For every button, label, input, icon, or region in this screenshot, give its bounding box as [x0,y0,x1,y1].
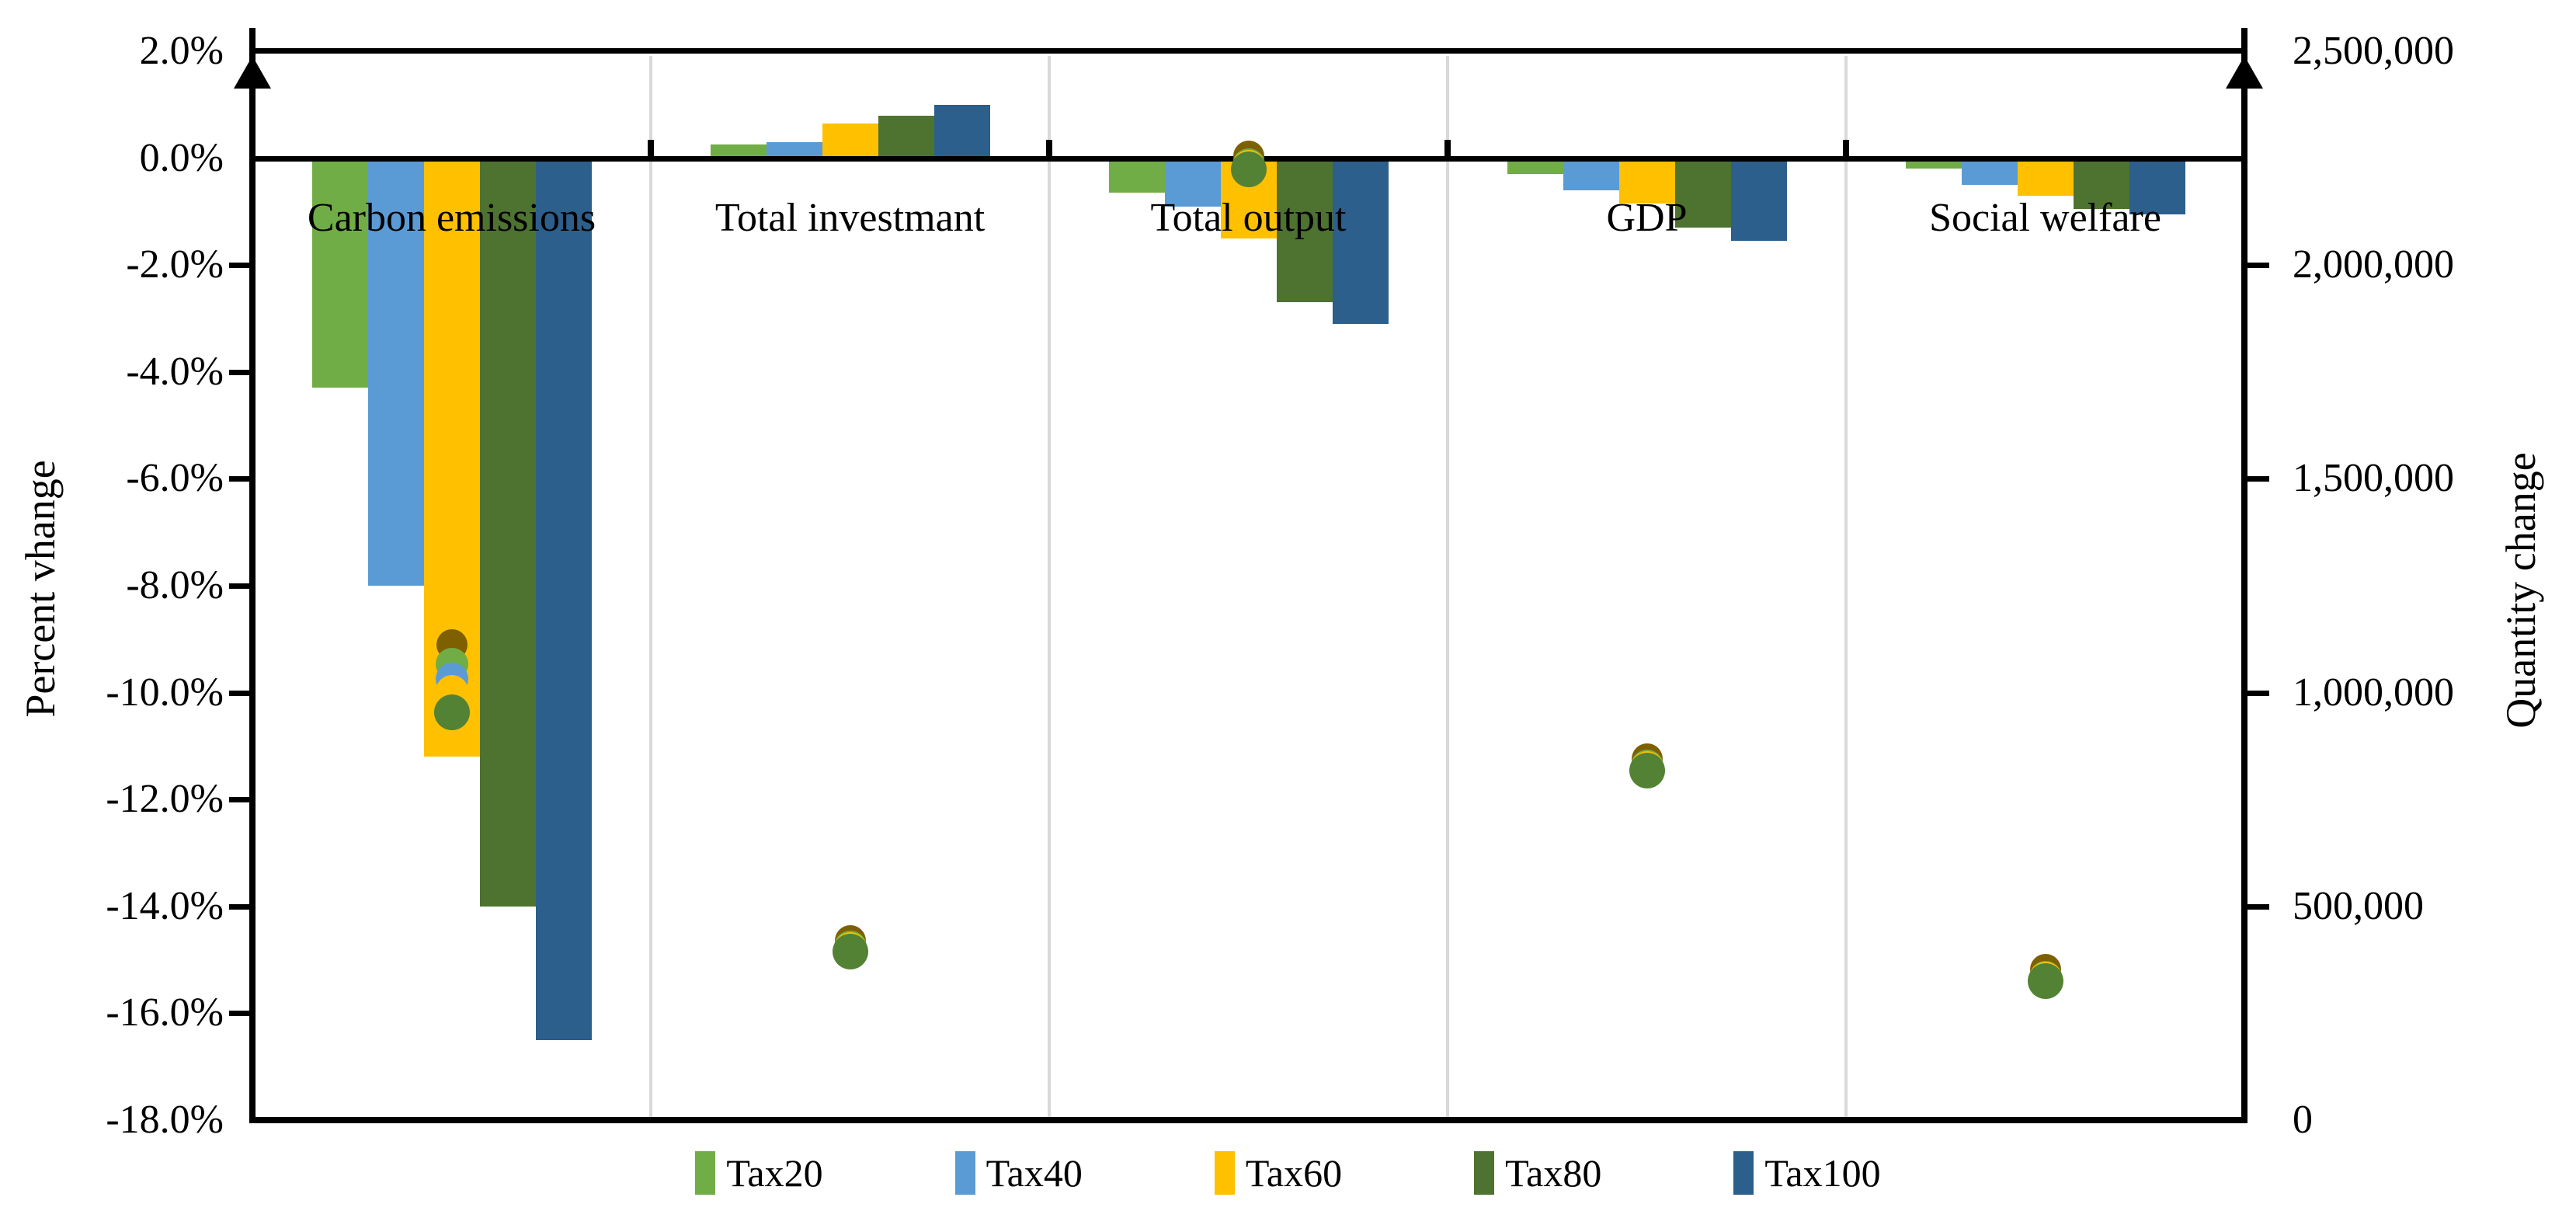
bar-tax20-1 [311,158,368,388]
right-axis-tick [2247,903,2269,910]
category-separator-line [649,56,652,1120]
right-axis-tick [2247,476,2269,482]
legend-label: Tax20 [726,1151,823,1195]
right-axis-tick-label: 2,500,000 [2293,29,2454,73]
category-boundary-tick [1444,139,1451,158]
right-axis-tick-label: 0 [2293,1098,2313,1142]
left-axis-tick [229,903,252,910]
bar-tax80-4 [1674,158,1731,228]
category-label-4: GDP [1606,195,1688,240]
left-axis-tick-label: 2.0% [139,29,224,73]
left-axis-tick-label: -14.0% [106,883,224,928]
legend-swatch-tax60 [1214,1151,1235,1195]
right-axis-tick-label: 500,000 [2293,883,2424,928]
category-boundary-tick [1046,139,1052,158]
legend-swatch-tax100 [1733,1151,1754,1195]
left-axis-tick-label: -18.0% [106,1098,224,1142]
bar-tax20-3 [1108,158,1165,193]
category-boundary-tick [1843,139,1849,158]
bar-tax80-1 [479,158,536,907]
legend-item-tax100: Tax100 [1733,1151,1881,1195]
right-axis-tick-label: 2,000,000 [2293,242,2454,287]
category-label-2: Total investmant [714,195,986,240]
bar-tax40-2 [766,141,822,158]
bar-tax100-3 [1332,158,1389,324]
category-label-1: Carbon emissions [307,195,596,240]
bar-tax80-2 [878,115,934,158]
legend-label: Tax100 [1764,1151,1881,1195]
category-separator-line [1844,56,1848,1120]
left-axis-tick-label: 0.0% [139,135,224,180]
left-axis-tick-label: -4.0% [126,349,224,394]
category-label-5: Social welfare [1929,195,2161,240]
bar-tax60-4 [1618,158,1675,204]
legend-label: Tax40 [986,1151,1083,1195]
left-axis-arrow-up-icon [234,56,271,89]
left-axis-title: Percent vhange [17,460,64,718]
left-axis-tick [229,797,252,803]
quantity-marker-medium-green-5 [2027,963,2063,1000]
left-axis-tick [229,369,252,375]
left-axis-line [249,28,256,1123]
left-axis-tick [229,263,252,269]
bar-tax100-5 [2129,158,2185,214]
category-separator-line [1446,56,1449,1120]
left-axis-tick [229,476,252,482]
category-label-3: Total output [1150,195,1347,240]
bar-tax100-2 [933,104,990,158]
bar-tax100-1 [535,158,592,1040]
right-axis-tick-label: 1,500,000 [2293,456,2454,501]
plot-top-border [249,48,2247,54]
bar-tax60-5 [2017,158,2074,196]
legend-label: Tax60 [1245,1151,1343,1195]
bar-tax40-1 [367,158,424,586]
quantity-marker-medium-green-2 [832,934,868,970]
bar-tax40-3 [1164,158,1221,207]
category-separator-line [1048,56,1051,1120]
left-axis-tick-label: -12.0% [106,777,224,822]
legend-swatch-tax80 [1474,1151,1495,1195]
quantity-marker-medium-green-3 [1230,151,1267,187]
legend-item-tax20: Tax20 [695,1151,823,1195]
right-axis-line [2241,28,2247,1123]
right-axis-tick [2247,263,2269,269]
category-boundary-tick [648,139,654,158]
legend-item-tax80: Tax80 [1474,1151,1601,1195]
bar-tax80-5 [2073,158,2129,209]
x-axis-bottom-line [249,1117,2247,1123]
right-axis-tick [2247,690,2269,696]
right-axis-arrow-up-icon [2226,56,2263,89]
left-axis-tick [229,583,252,589]
legend-label: Tax80 [1505,1151,1602,1195]
quantity-marker-medium-green-4 [1629,752,1665,788]
left-axis-tick [229,690,252,696]
left-axis-tick-label: -10.0% [106,670,224,715]
legend: Tax20 Tax40 Tax60 Tax80 Tax100 [0,1151,2576,1195]
bar-tax100-4 [1730,158,1787,242]
right-axis-title: Quantity change [2498,452,2544,729]
bar-tax80-3 [1276,158,1333,303]
bar-tax20-2 [710,144,767,158]
bar-tax20-4 [1507,158,1563,175]
legend-item-tax40: Tax40 [954,1151,1083,1195]
bar-tax40-5 [1961,158,2018,185]
legend-item-tax60: Tax60 [1214,1151,1343,1195]
quantity-marker-medium-green-1 [433,694,470,730]
right-axis-tick-label: 1,000,000 [2293,670,2454,715]
left-axis-tick-label: -8.0% [126,563,224,607]
legend-swatch-tax20 [695,1151,716,1195]
left-axis-tick [229,1011,252,1017]
bar-tax40-4 [1563,158,1619,190]
left-axis-tick-label: -16.0% [106,990,224,1035]
legend-swatch-tax40 [954,1151,975,1195]
left-axis-tick-label: -6.0% [126,456,224,501]
bar-tax60-2 [822,123,878,158]
left-axis-tick-label: -2.0% [126,242,224,287]
